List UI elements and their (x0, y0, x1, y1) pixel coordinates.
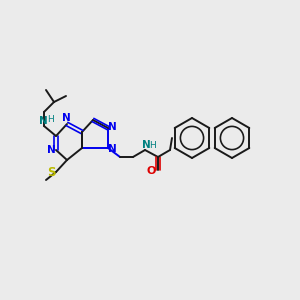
Text: N: N (108, 144, 116, 154)
Text: N: N (108, 122, 116, 132)
Text: N: N (39, 116, 47, 126)
Text: N: N (142, 140, 150, 150)
Text: H: H (150, 140, 156, 149)
Text: N: N (46, 145, 56, 155)
Text: H: H (48, 115, 54, 124)
Text: S: S (47, 167, 55, 179)
Text: N: N (61, 113, 70, 123)
Text: O: O (146, 166, 156, 176)
